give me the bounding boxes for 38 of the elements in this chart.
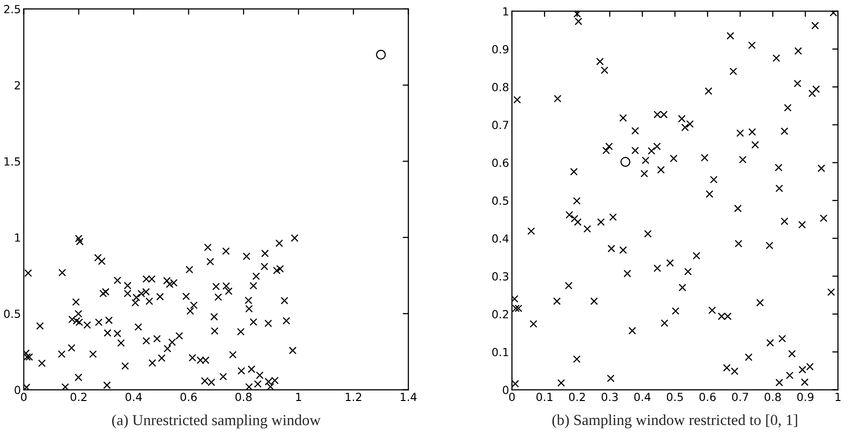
x-tick-label: 0.7 [732,392,748,402]
y-tick-label: 0.2 [492,310,508,318]
x-tick-label: 1.2 [346,392,362,401]
x-tick-label: 0.9 [797,392,814,402]
y-tick-label: 0 [502,386,508,394]
x-tick-label: 0.4 [634,392,651,402]
y-tick-label: 1 [15,234,20,242]
y-tick-label: 1 [503,7,508,16]
y-tick-label: 0.6 [492,158,508,168]
x-tick-label: 0.4 [126,392,142,402]
y-tick-label: 1.5 [4,157,20,166]
x-tick-label: 0.5 [666,392,683,402]
y-tick-label: 0.7 [492,120,508,130]
x-tick-label: 0 [20,392,27,402]
x-tick-label: 0.2 [70,392,86,402]
y-tick-label: 0 [14,386,20,394]
y-tick-label: 0.5 [4,310,20,318]
y-tick-label: 2 [14,81,20,90]
x-tick-label: 0.8 [235,392,252,402]
x-tick-label: 1.4 [400,392,417,401]
y-tick-label: 0.1 [492,348,508,356]
x-tick-label: 0.6 [699,392,716,402]
x-tick-label: 1 [836,392,840,401]
x-tick-label: 0.8 [764,392,781,402]
x-tick-label: 0.1 [536,392,552,402]
x-tick-label: 0.3 [602,392,618,402]
text: (b) Sampling window restricted to [0, 1] [552,414,798,428]
y-tick-label: 0.8 [492,82,508,92]
y-tick-label: 0.4 [492,234,509,243]
x-tick-label: 0.6 [180,392,197,402]
text: (a) Unrestricted sampling window [112,414,321,428]
x-tick-label: 1 [296,392,301,401]
x-tick-label: 0.2 [569,392,585,402]
x-tick-label: 0 [509,392,515,402]
y-tick-label: 0.9 [492,45,508,54]
y-tick-label: 2.5 [4,4,20,14]
y-tick-label: 0.3 [492,272,508,281]
y-tick-label: 0.5 [492,196,508,205]
